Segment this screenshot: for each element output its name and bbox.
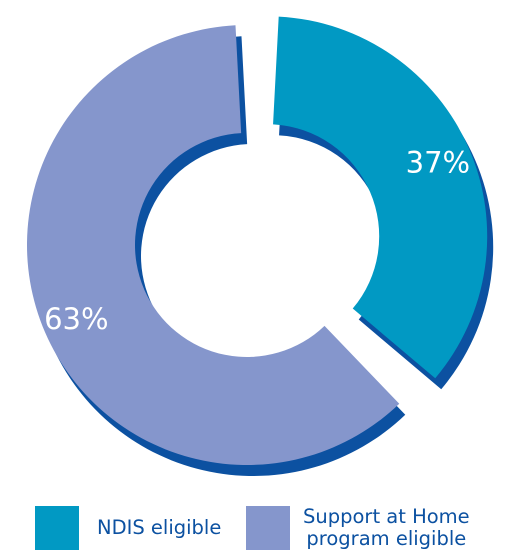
slice-ndis-eligible xyxy=(273,16,488,379)
data-label-ndis-eligible: 37% xyxy=(406,145,470,179)
slice-support-at-home-program-eligible xyxy=(26,25,400,465)
data-label-support-at-home-program-eligible: 63% xyxy=(44,302,108,336)
